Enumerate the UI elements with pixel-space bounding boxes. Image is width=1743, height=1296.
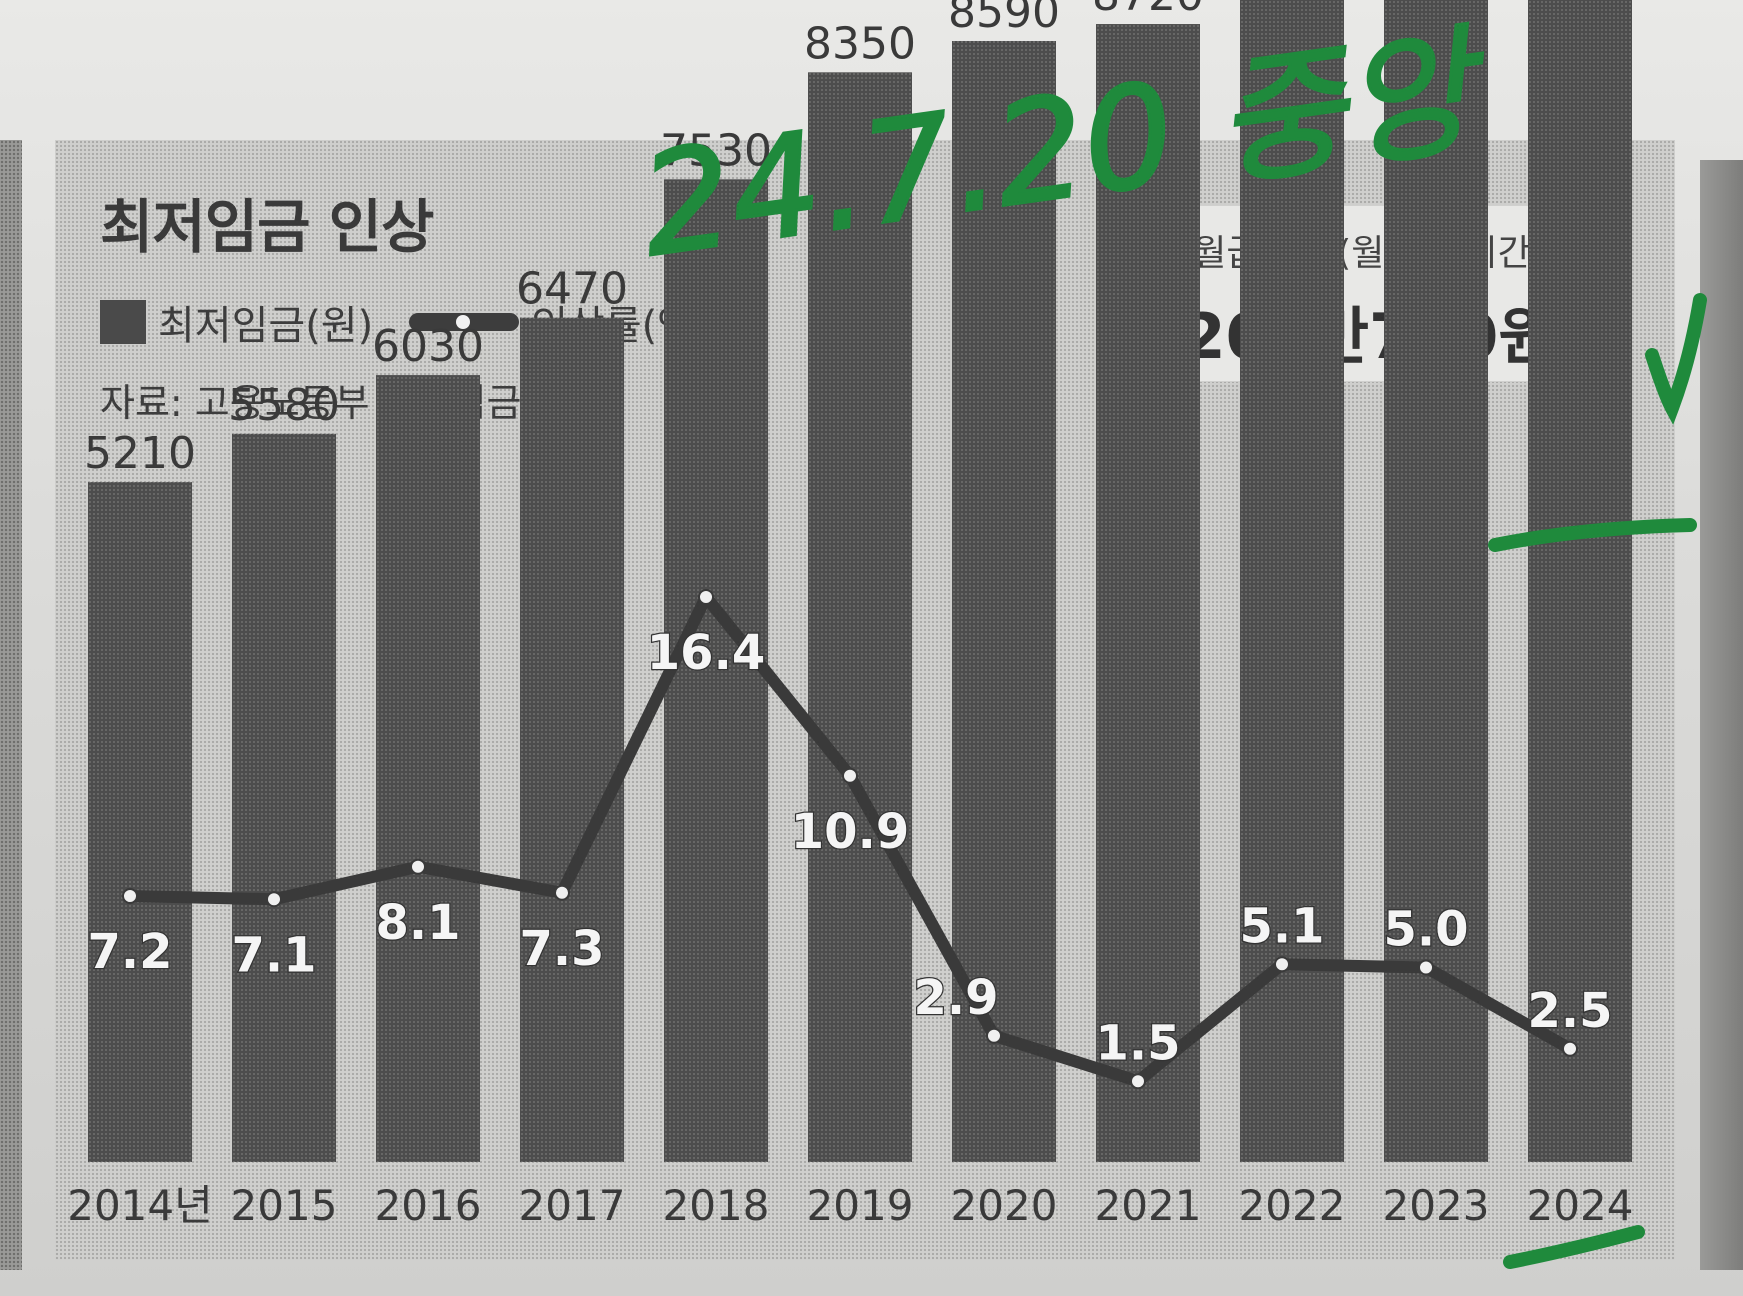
rate-point bbox=[698, 589, 714, 605]
rate-point bbox=[410, 858, 426, 875]
rate-point bbox=[842, 767, 858, 784]
x-tick-label: 2024 bbox=[1527, 1181, 1634, 1230]
bar-2020 bbox=[952, 41, 1056, 1162]
handwritten-underline-mark-2 bbox=[1503, 1225, 1645, 1269]
rate-value-label: 10.9 bbox=[791, 804, 909, 860]
rate-value-label: 5.1 bbox=[1239, 898, 1324, 954]
rate-value-label: 2.5 bbox=[1527, 983, 1612, 1039]
handwritten-check-mark bbox=[1645, 293, 1707, 425]
rate-point bbox=[1562, 1040, 1578, 1057]
bar-value-label: 6470 bbox=[516, 264, 628, 315]
x-tick-label: 2020 bbox=[951, 1181, 1058, 1230]
bar-2024 bbox=[1528, 0, 1632, 1162]
left-page-edge bbox=[0, 140, 22, 1270]
rate-value-label: 2.9 bbox=[913, 970, 998, 1026]
x-tick-label: 2015 bbox=[231, 1181, 338, 1230]
rate-value-label: 7.3 bbox=[519, 921, 604, 977]
handwritten-underline-mark bbox=[1488, 518, 1697, 552]
bar-value-label: 8590 bbox=[948, 0, 1060, 38]
rate-point bbox=[1130, 1073, 1146, 1090]
x-tick-label: 2023 bbox=[1383, 1181, 1490, 1230]
bar-2015 bbox=[232, 433, 336, 1162]
bar-2019 bbox=[808, 72, 912, 1163]
rate-point bbox=[986, 1027, 1002, 1044]
rate-value-label: 7.1 bbox=[231, 927, 316, 983]
rate-value-label: 5.0 bbox=[1383, 902, 1468, 958]
legend-line-swatch bbox=[409, 313, 520, 331]
rate-point bbox=[122, 888, 138, 904]
legend-bar-swatch bbox=[100, 300, 146, 344]
bar-value-label: 6030 bbox=[372, 321, 484, 372]
rate-value-label: 16.4 bbox=[647, 625, 765, 681]
x-tick-label: 2016 bbox=[375, 1181, 482, 1230]
x-tick-label: 2021 bbox=[1095, 1181, 1202, 1230]
rate-point bbox=[554, 884, 570, 901]
bar-2021 bbox=[1096, 24, 1200, 1162]
right-page-edge bbox=[1700, 160, 1743, 1270]
x-tick-label: 2018 bbox=[663, 1181, 770, 1230]
x-tick-label: 2022 bbox=[1239, 1181, 1346, 1230]
bar-value-label: 5580 bbox=[228, 380, 340, 431]
bar-value-label: 5210 bbox=[84, 428, 196, 479]
bar-2014년 bbox=[88, 482, 192, 1163]
bar-value-label: 8720 bbox=[1092, 0, 1204, 21]
bar-value-label: 7530 bbox=[660, 125, 772, 176]
bar-2018 bbox=[664, 179, 768, 1162]
rate-value-label: 8.1 bbox=[375, 895, 460, 951]
rate-point bbox=[266, 891, 282, 908]
rate-point bbox=[1418, 959, 1434, 976]
x-tick-label: 2019 bbox=[807, 1181, 914, 1230]
legend-bar-label: 최저임금(원) bbox=[158, 303, 374, 349]
x-tick-label: 2014년 bbox=[67, 1181, 213, 1230]
bar-2017 bbox=[520, 317, 624, 1162]
bar-value-label: 8350 bbox=[804, 18, 916, 69]
rate-value-label: 1.5 bbox=[1095, 1015, 1180, 1071]
chart-title: 최저임금 인상 bbox=[100, 193, 434, 261]
rate-value-label: 7.2 bbox=[87, 924, 172, 980]
bar-2016 bbox=[376, 375, 480, 1163]
rate-point bbox=[1274, 956, 1290, 973]
handwritten-date-note: 24.7.20 중앙 bbox=[632, 9, 1499, 289]
x-tick-label: 2017 bbox=[519, 1181, 626, 1230]
